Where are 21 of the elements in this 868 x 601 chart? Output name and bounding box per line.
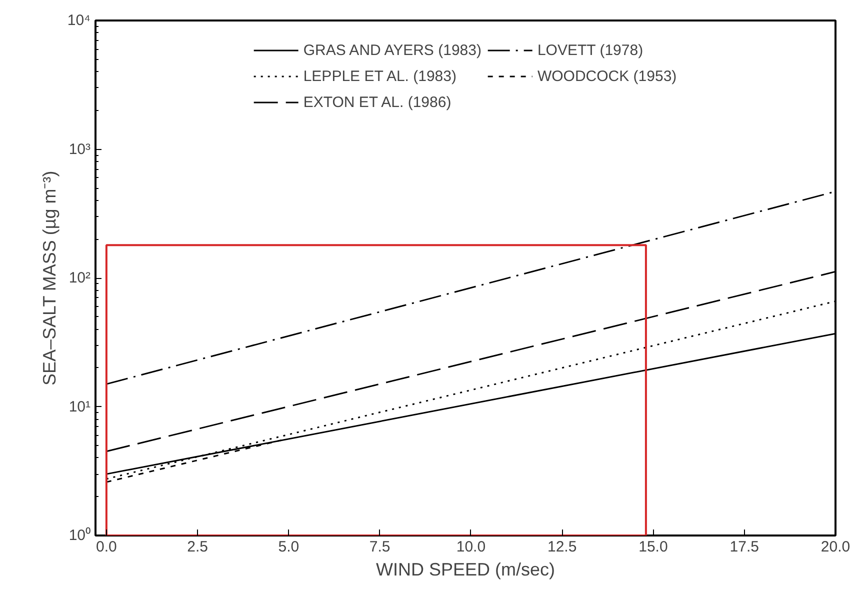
x-tick-label: 5.0 bbox=[278, 538, 300, 556]
x-tick-label: 0.0 bbox=[96, 538, 117, 556]
legend-label: LOVETT (1978) bbox=[537, 42, 644, 58]
y-tick-label: 10⁴ bbox=[67, 12, 91, 29]
x-tick-label: 20.0 bbox=[820, 538, 850, 556]
y-axis-title: SEA–SALT MASS (µg m⁻³) bbox=[39, 170, 60, 386]
x-tick-label: 10.0 bbox=[456, 538, 486, 556]
legend-label: GRAS AND AYERS (1983) bbox=[303, 42, 482, 58]
y-tick-label: 10¹ bbox=[68, 398, 91, 416]
x-tick-label: 7.5 bbox=[369, 538, 390, 556]
y-tick-label: 10⁰ bbox=[68, 527, 91, 544]
legend-label: LEPPLE ET AL. (1983) bbox=[303, 68, 456, 84]
x-tick-label: 2.5 bbox=[187, 538, 208, 556]
x-tick-label: 17.5 bbox=[730, 538, 759, 556]
y-tick-label: 10² bbox=[68, 270, 91, 286]
x-tick-label: 15.0 bbox=[638, 538, 668, 556]
legend-label: EXTON ET AL. (1986) bbox=[303, 94, 452, 110]
x-axis-title: WIND SPEED (m/sec) bbox=[376, 560, 556, 580]
x-tick-label: 12.5 bbox=[548, 538, 577, 556]
legend-label: WOODCOCK (1953) bbox=[537, 68, 677, 84]
y-tick-label: 10³ bbox=[68, 140, 91, 158]
